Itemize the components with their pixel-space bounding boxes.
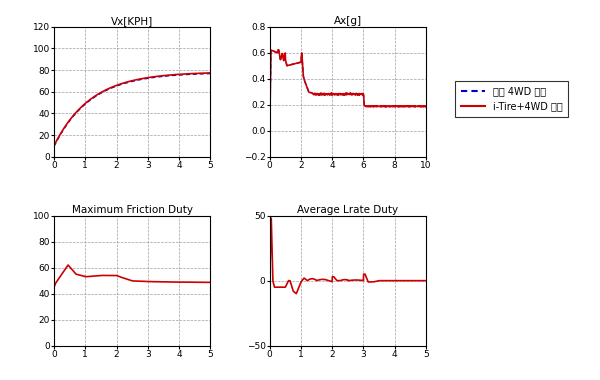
Title: Vx[KPH]: Vx[KPH] <box>111 16 153 26</box>
Title: Average Lrate Duty: Average Lrate Duty <box>297 205 398 215</box>
Legend: 기존 4WD 로직, i-Tire+4WD 로직: 기존 4WD 로직, i-Tire+4WD 로직 <box>455 81 568 117</box>
Title: Ax[g]: Ax[g] <box>334 16 362 26</box>
Title: Maximum Friction Duty: Maximum Friction Duty <box>71 205 193 215</box>
